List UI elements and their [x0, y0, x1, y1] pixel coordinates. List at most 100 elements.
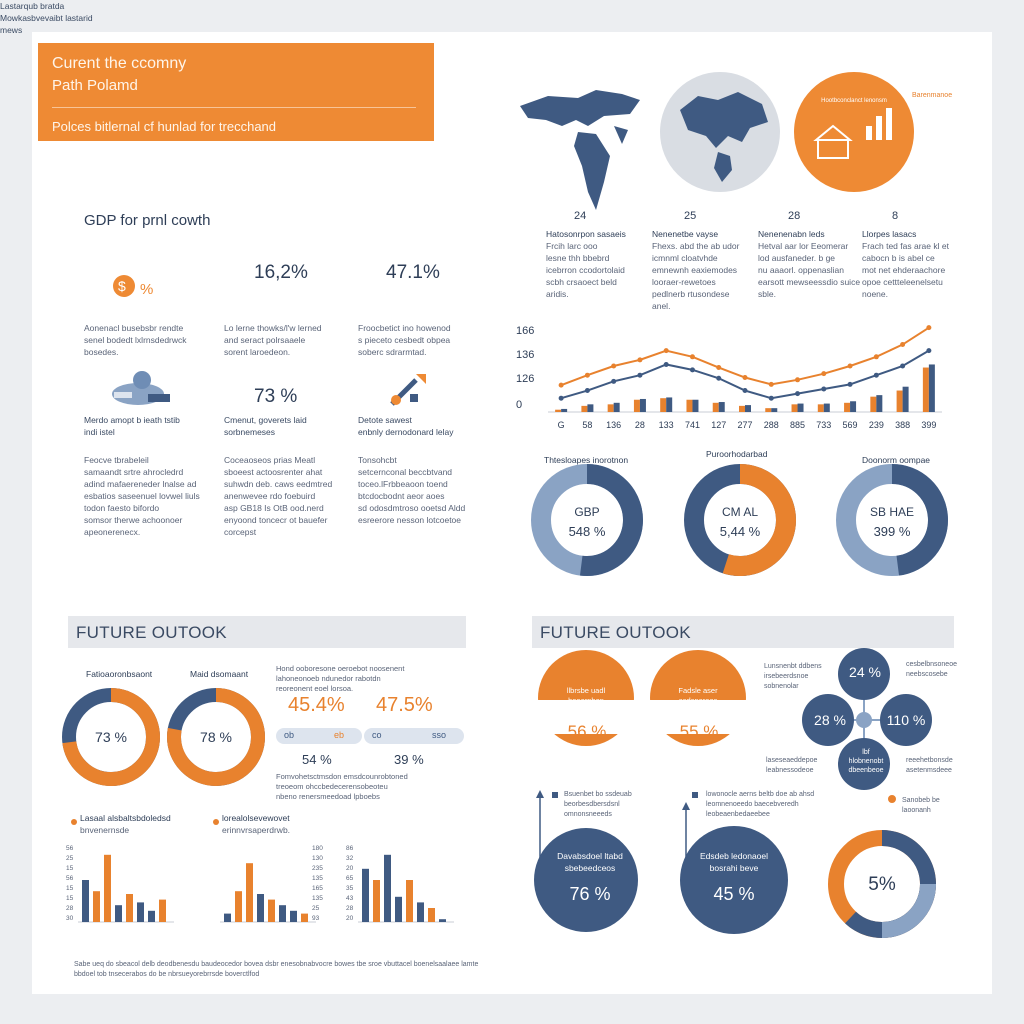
bubble-note: cesbelbnsoneoe neebscosebe — [906, 661, 957, 678]
world-col-title: Llorpes lasacs — [862, 229, 917, 239]
minichart-bar — [395, 896, 402, 922]
bar-navy — [771, 408, 778, 412]
y-tick: 0 — [516, 399, 522, 411]
minichart-tick: 15 — [66, 885, 74, 892]
minichart-tick: 15 — [66, 895, 74, 902]
bar-orange — [765, 408, 772, 412]
donut-value: 548 % — [569, 524, 606, 539]
gdp-card-desc: Aonenacl busebsbr rendte senel bodedt lx… — [84, 323, 187, 357]
arrow-head — [536, 790, 544, 798]
trend-point — [768, 381, 774, 387]
bar-orange — [555, 409, 562, 412]
trend-point — [611, 378, 617, 384]
minichart-bar — [362, 868, 369, 922]
bar-navy — [666, 397, 673, 412]
minichart-bar — [301, 913, 308, 922]
combo-chart: 166 136 126 0 G 58 136 28 133 741 127 277 288 885 733… — [516, 325, 942, 430]
gdp-card-label: Cmenut, goverets laid sorbnemeses — [224, 415, 307, 437]
minichart-dot — [71, 819, 77, 825]
top-donut-arc — [891, 464, 948, 576]
trend-point — [900, 363, 906, 369]
cloud-thumb-icon — [112, 371, 170, 405]
infographic-sheet — [32, 32, 992, 994]
minichart-tick: 135 — [312, 875, 323, 882]
y-tick: 136 — [516, 349, 534, 361]
trend-point — [611, 363, 617, 369]
minichart-bar — [439, 919, 446, 922]
gdp-card-label: Detote sawest enbnly dernodonard lelay — [358, 415, 454, 437]
minichart-tick: 28 — [66, 905, 74, 912]
future-donut-arc — [62, 688, 160, 786]
big-circle-title: Edsdeb ledonaoel bosrahi beve — [699, 851, 769, 873]
bar-navy — [613, 402, 620, 412]
bubble-hub — [856, 712, 872, 728]
big-circle-value: 45 % — [713, 884, 755, 904]
gdp-card-label: Merdo amopt b ieath tstib indi istel — [84, 415, 180, 437]
minichart-tick: 165 — [312, 885, 323, 892]
bar-navy — [587, 404, 594, 412]
donut-value: 5,44 % — [720, 524, 761, 539]
minichart-tick: 235 — [312, 865, 323, 872]
bar-navy — [797, 403, 804, 412]
bar-navy — [823, 403, 830, 412]
minichart-bar — [428, 908, 435, 922]
future-donut-value: 73 % — [95, 729, 127, 745]
minichart-bar — [224, 913, 231, 922]
minichart-tick: 25 — [312, 905, 320, 912]
world-col-title: Nenenetbe vayse — [652, 229, 719, 239]
orange-circle-band — [648, 700, 748, 734]
minichart-sub: erinnvrsaperdrwb. — [222, 825, 291, 835]
x-tick: 136 — [606, 420, 621, 430]
bubble-value: 24 % — [849, 664, 881, 680]
right-donut-segment — [881, 883, 936, 938]
minichart-bar — [148, 910, 155, 922]
pill-label: eb — [333, 730, 344, 740]
gdp-heading: GDP for prnl cowth — [84, 212, 211, 229]
trend-point — [873, 354, 879, 360]
big-circle — [534, 828, 638, 932]
column-note: lowonocle aerns beltb doe ab ahsd leomne… — [706, 791, 815, 818]
trend-point — [742, 375, 748, 380]
world-col-title: Hatosonrpon sasaeis — [546, 229, 626, 239]
minichart-sub: bnvenernsde — [80, 825, 130, 835]
x-tick: 133 — [659, 420, 674, 430]
orange-circle-title: llbrsbe uadl booerpbon — [566, 686, 606, 705]
big-circle-value: 76 % — [569, 884, 611, 904]
x-tick: 288 — [764, 420, 779, 430]
future-right-graphics — [534, 648, 936, 938]
future-donut-caption: Fatioaoronbsaont — [86, 669, 153, 679]
minichart-title: lorealolsevewovet — [222, 813, 290, 823]
banner-title-line1: Curent the ccomny — [52, 55, 187, 72]
x-tick: 127 — [711, 420, 726, 430]
bar-orange — [607, 404, 614, 412]
title-banner: Curent the ccomny Path Polamd Polces bit… — [38, 43, 434, 141]
orange-circle-value: 55 % — [679, 722, 719, 741]
world-col-value: 24 — [574, 210, 587, 222]
minichart-tick: 130 — [312, 855, 323, 862]
world-col-body: Fhexs. abd the ab udor icmnml cloatvhde … — [652, 241, 740, 311]
minichart-tick: 43 — [346, 895, 354, 902]
future-donut-row: 73 % 78 % — [62, 688, 265, 786]
minichart-bar — [268, 899, 275, 922]
bar-navy — [850, 401, 857, 412]
trend-point — [795, 391, 801, 397]
bubble — [838, 738, 890, 790]
world-col-value: 28 — [788, 210, 801, 222]
dollar-percent-icon: $ % — [113, 275, 153, 298]
trend-point — [689, 367, 695, 373]
trend-point — [847, 381, 853, 387]
bar-navy — [928, 364, 935, 412]
y-tick: 126 — [516, 373, 534, 385]
bar-orange — [791, 404, 798, 412]
x-tick: 733 — [816, 420, 831, 430]
gdp-card-desc: Tonsohcbt setcernconal beccbtvand toceo.… — [358, 455, 466, 525]
bubble — [802, 694, 854, 746]
gdp-card-label: Mowkasbvevaibt lastarid mews — [0, 13, 93, 35]
minichart-row: 56 25 15 56 15 15 28 30 180 130 235 135 165 135 25 93 86… — [66, 845, 454, 923]
bar-navy — [876, 395, 883, 412]
arrow-head — [682, 802, 690, 810]
minichart-tick: 93 — [312, 915, 320, 922]
trend-point — [926, 348, 932, 354]
bar-orange — [870, 396, 877, 412]
trend-point — [584, 388, 590, 394]
